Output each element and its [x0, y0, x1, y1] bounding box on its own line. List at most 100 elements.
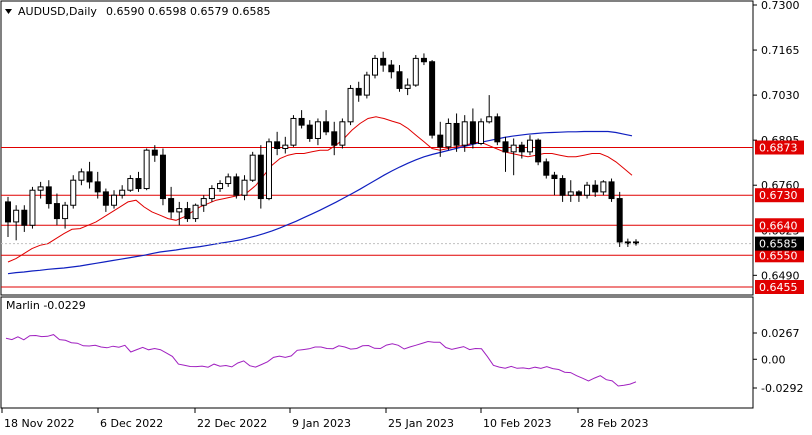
candle: [469, 108, 476, 149]
candle-body-down: [453, 122, 460, 146]
candle: [217, 180, 224, 192]
level-label-bg: [755, 248, 804, 263]
candle: [5, 196, 11, 237]
candle-body-up: [478, 121, 485, 144]
date-axis[interactable]: 18 Nov 2022 6 Dec 2022 22 Dec 2022 9 Jan 20…: [1, 408, 648, 430]
candle: [119, 185, 126, 199]
candle-body-up: [339, 121, 346, 146]
candle-body-down: [94, 181, 101, 193]
date-tick-label: 9 Jan 2023: [292, 417, 351, 430]
candle: [323, 110, 330, 136]
candle: [461, 115, 468, 152]
candle: [102, 188, 109, 212]
candle-body-down: [274, 141, 281, 150]
candle-body-down: [616, 198, 623, 243]
candle-body-up: [241, 179, 248, 196]
candle: [453, 113, 460, 152]
candle-body-up: [119, 189, 126, 196]
level-label-text: 0.6873: [759, 142, 798, 155]
candle: [592, 180, 599, 197]
candle: [404, 78, 411, 96]
candle-body-up: [290, 117, 297, 146]
candle-body-up: [265, 141, 272, 200]
candle: [445, 118, 452, 151]
date-tick-label: 25 Jan 2023: [388, 417, 454, 430]
candle: [282, 136, 289, 154]
candle: [265, 138, 272, 201]
candle-body-down: [429, 61, 436, 136]
date-tick-label: 22 Dec 2022: [197, 417, 267, 430]
candle: [13, 205, 20, 241]
date-tick-label: 10 Feb 2023: [483, 417, 551, 430]
candle-body-down: [518, 144, 525, 153]
ma-slow-line: [7, 130, 633, 275]
candle: [159, 148, 166, 206]
symbol-timeframe[interactable]: AUDUSD,Daily: [18, 5, 97, 18]
candle-body-up: [372, 57, 379, 76]
candle: [111, 190, 118, 209]
candle: [510, 138, 517, 176]
candle: [584, 181, 591, 199]
candle-body-down: [102, 191, 109, 206]
candle: [486, 95, 493, 124]
candle: [45, 180, 52, 209]
candle: [624, 238, 631, 247]
candle: [29, 186, 36, 229]
candle-body-down: [21, 209, 28, 226]
candle-body-up: [176, 208, 183, 213]
candle-body-down: [45, 186, 52, 205]
candle-body-down: [420, 57, 427, 63]
candle: [37, 181, 44, 199]
candle-body-down: [469, 121, 476, 144]
candle: [339, 118, 346, 149]
candle-body-down: [135, 178, 142, 190]
candle-body-up: [363, 74, 370, 96]
price-tick-label: 0.6490: [761, 269, 800, 282]
candle: [241, 175, 248, 201]
candle: [518, 141, 525, 159]
level-label-bg: [755, 140, 804, 155]
candle: [412, 55, 419, 87]
level-labels: 0.6873 0.6730 0.6640 0.6550 0.6455 0.6585: [755, 140, 804, 294]
candle-body-down: [543, 161, 550, 176]
candle-body-down: [355, 87, 362, 96]
candle-body-up: [600, 181, 607, 193]
candle-body-up: [567, 191, 574, 196]
candle: [62, 201, 69, 229]
candle-body-up: [526, 139, 533, 153]
candle: [396, 65, 403, 92]
price-tick-label: 0.7165: [761, 44, 800, 57]
candle: [53, 193, 60, 226]
level-label-text: 0.6455: [759, 281, 798, 294]
candle: [249, 151, 256, 182]
candle-body-down: [168, 198, 175, 213]
candle: [616, 191, 623, 247]
candle: [347, 85, 354, 126]
candle-body-up: [461, 121, 468, 146]
horizontal-levels[interactable]: [1, 147, 753, 288]
candle: [314, 118, 321, 146]
date-tick-label: 6 Dec 2022: [100, 417, 163, 430]
candle: [192, 203, 199, 222]
candle: [633, 239, 639, 246]
indicator-panel-frame: [0, 296, 754, 409]
candle-body-down: [551, 174, 558, 180]
candle-body-up: [347, 87, 354, 123]
candle-body-down: [592, 184, 599, 193]
candle-body-up: [412, 57, 419, 86]
candle: [420, 53, 427, 66]
candle-body-up: [208, 188, 215, 200]
candle-body-up: [29, 189, 36, 226]
candle-body-down: [437, 134, 444, 148]
indicator-label: Marlin -0.0229: [6, 299, 86, 312]
candle: [526, 135, 533, 156]
candle-body-up: [111, 194, 118, 206]
ma-fast-line: [7, 116, 633, 263]
indicator-tick-label: 0.00: [761, 353, 786, 366]
symbol-menu-triangle-icon[interactable]: [5, 9, 12, 14]
candle: [559, 175, 566, 202]
candle-body-down: [575, 191, 582, 196]
candle-body-down: [306, 124, 313, 139]
candle-body-up: [510, 144, 517, 153]
